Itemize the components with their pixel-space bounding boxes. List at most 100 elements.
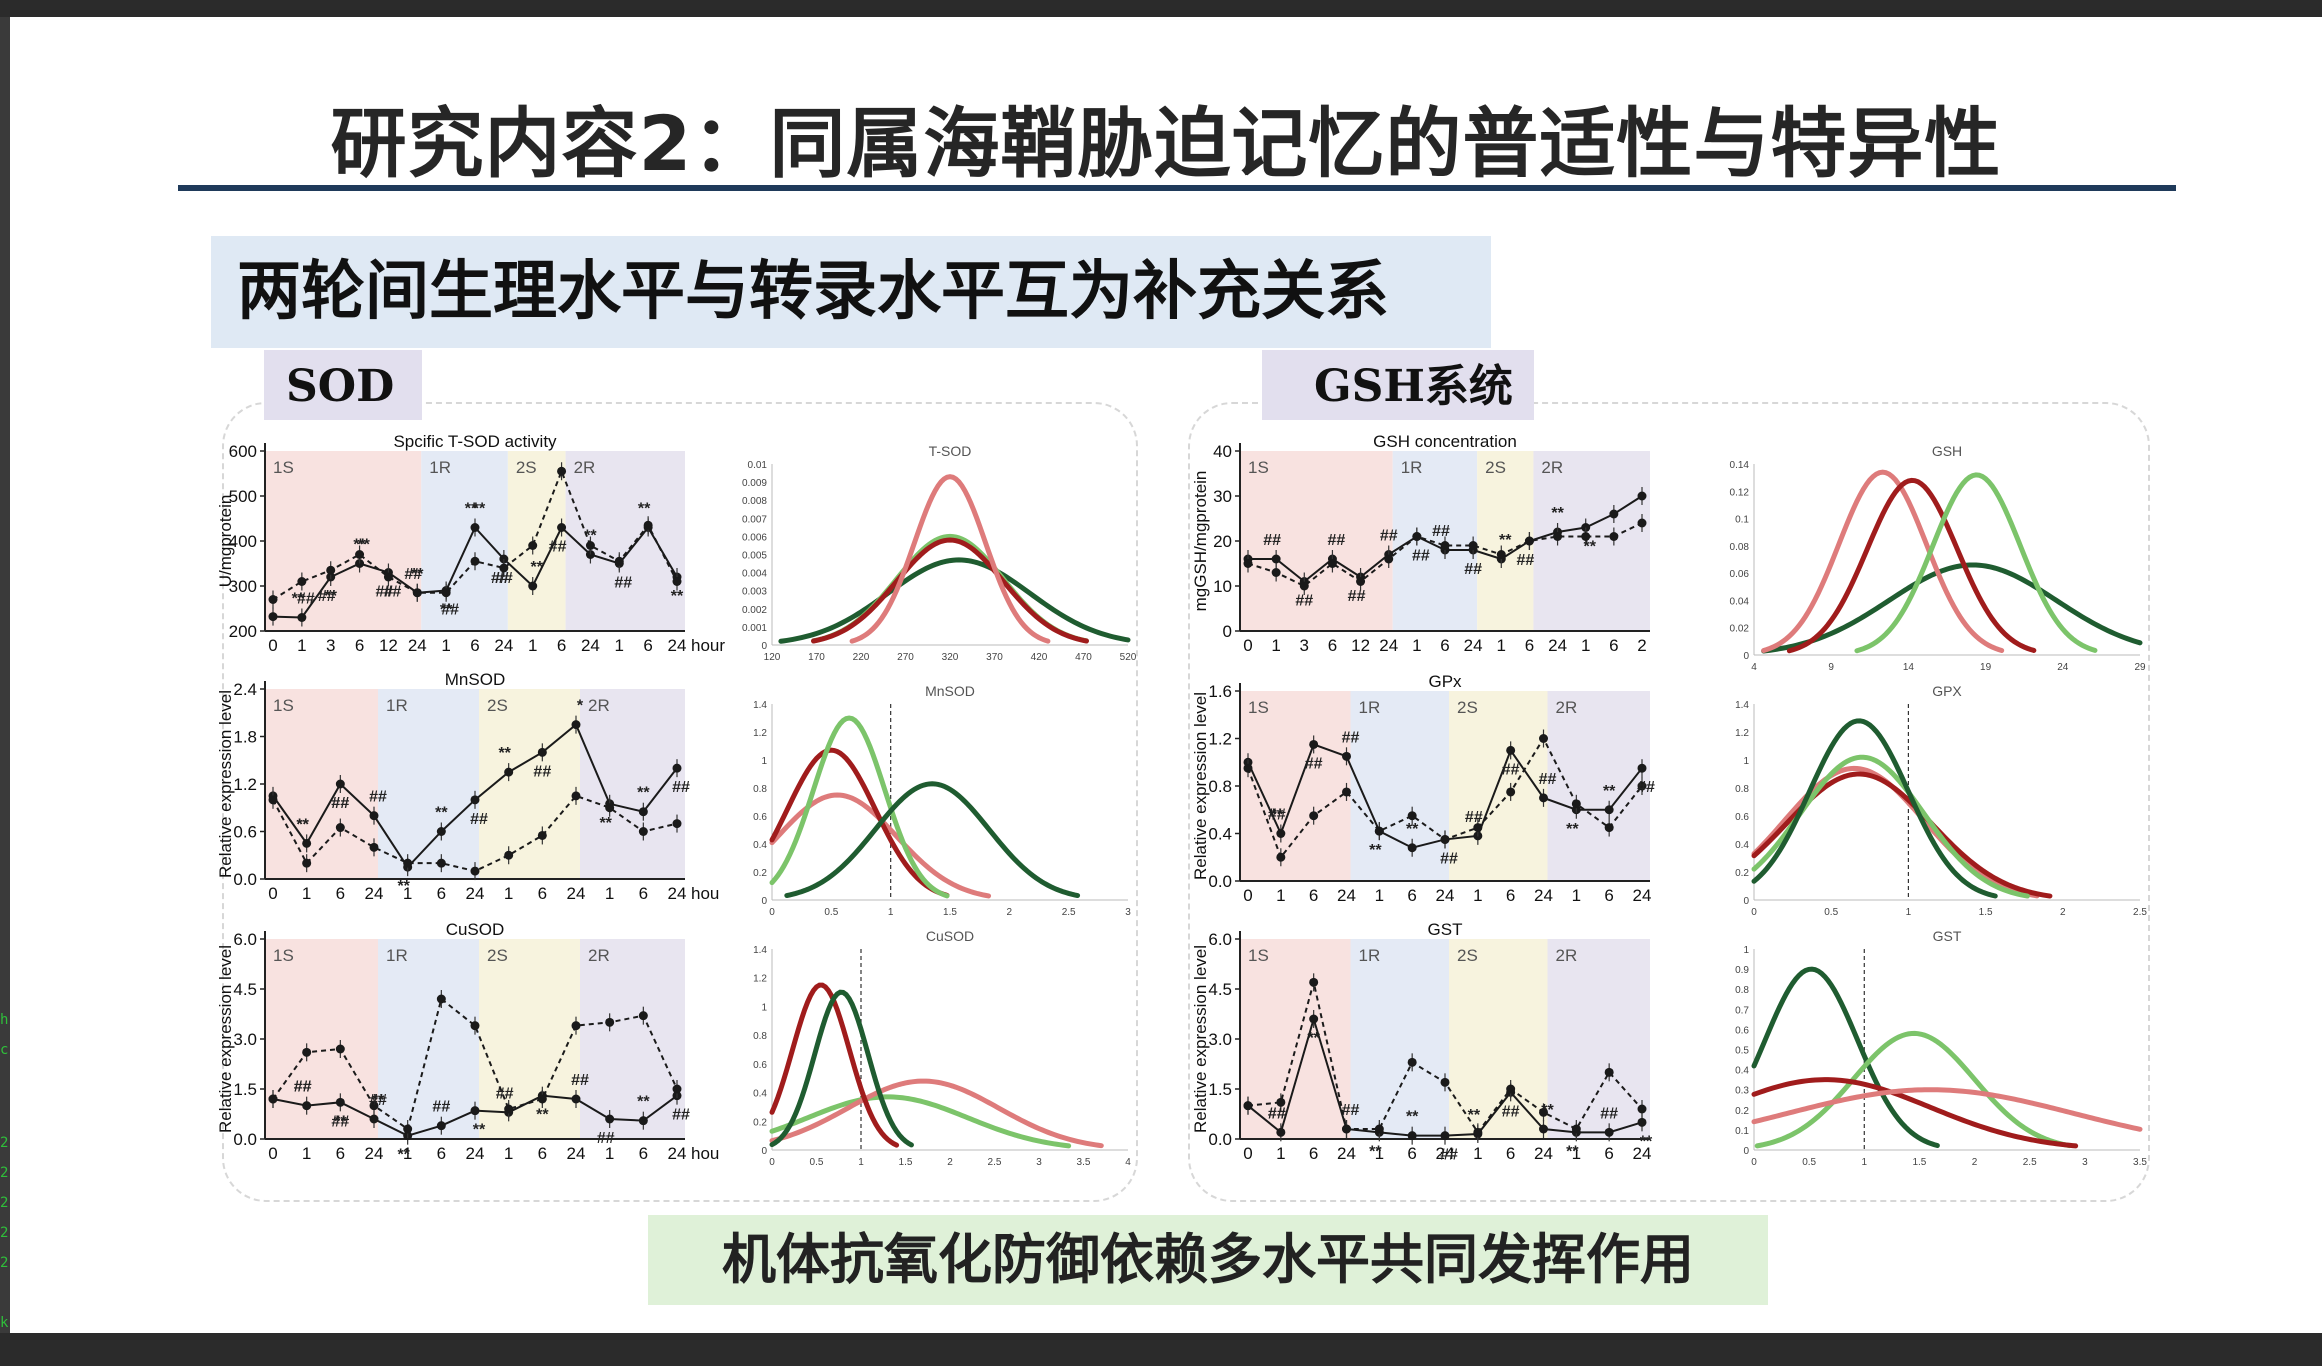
gsh-section-tag: GSH系统 bbox=[1262, 350, 1534, 420]
x-tick-label: 0 bbox=[1751, 1157, 1757, 1168]
y-axis-label: mgGSH/mgprotein bbox=[1191, 471, 1210, 612]
x-tick-label: 24 bbox=[466, 1144, 485, 1163]
data-point bbox=[1441, 541, 1450, 550]
y-tick-label: 0.6 bbox=[1735, 1025, 1749, 1036]
significance-mark: ** bbox=[435, 805, 448, 822]
stage-label: 2R bbox=[1541, 458, 1563, 477]
significance-mark: ** bbox=[1406, 821, 1419, 838]
data-point bbox=[1539, 1125, 1548, 1134]
y-tick-label: 0.007 bbox=[742, 514, 767, 525]
significance-mark: ** bbox=[1583, 539, 1596, 556]
x-tick-label: 170 bbox=[808, 652, 825, 663]
y-tick-label: 0.4 bbox=[1735, 840, 1749, 851]
significance-mark: ## bbox=[404, 566, 422, 583]
data-point bbox=[504, 851, 513, 860]
x-tick-label: 1 bbox=[888, 907, 894, 918]
significance-mark: ** bbox=[473, 1122, 486, 1139]
significance-mark: ** bbox=[671, 588, 684, 605]
data-point bbox=[1272, 568, 1281, 577]
y-axis-label: Relative expression level bbox=[216, 690, 235, 878]
x-tick-label: 2.5 bbox=[2023, 1157, 2037, 1168]
x-tick-label: 0 bbox=[1243, 1144, 1252, 1163]
x-tick-label: 6 bbox=[639, 1144, 648, 1163]
y-tick-label: 0.6 bbox=[233, 823, 257, 842]
data-point bbox=[605, 1018, 614, 1027]
y-tick-label: 0.12 bbox=[1730, 487, 1750, 498]
x-tick-label: 320 bbox=[942, 652, 959, 663]
significance-mark: ** bbox=[637, 1094, 650, 1111]
stage-label: 2S bbox=[487, 696, 508, 715]
x-tick-label: 6 bbox=[643, 636, 652, 655]
y-tick-label: 0.2 bbox=[753, 868, 767, 879]
significance-mark: ## bbox=[1263, 532, 1281, 549]
stage-band bbox=[421, 451, 508, 631]
significance-mark: ** bbox=[584, 528, 597, 545]
data-point bbox=[1384, 555, 1393, 564]
data-point bbox=[297, 577, 306, 586]
x-tick-label: 520 bbox=[1120, 652, 1137, 663]
data-point bbox=[1309, 811, 1318, 820]
y-tick-label: 1 bbox=[761, 756, 767, 767]
significance-mark: ## bbox=[1539, 771, 1557, 788]
data-point bbox=[572, 791, 581, 800]
x-unit-label: hour bbox=[691, 636, 725, 655]
y-tick-label: 40 bbox=[1213, 442, 1232, 461]
y-tick-label: 0.6 bbox=[753, 812, 767, 823]
gsh-concentration-chart: 1S 1R 2S 2R4030201000 1 3 6 12 24 1 6 24 1 6 24 1 6 2GSH … bbox=[1190, 429, 1710, 669]
data-point bbox=[302, 1101, 311, 1110]
stage-label: 2R bbox=[588, 696, 610, 715]
x-tick-label: 1 bbox=[302, 884, 311, 903]
x-tick-label: 0.5 bbox=[1802, 1157, 1816, 1168]
stage-label: 2S bbox=[1457, 946, 1478, 965]
data-point bbox=[336, 1098, 345, 1107]
y-tick-label: 0.2 bbox=[1735, 1106, 1749, 1117]
data-point bbox=[639, 827, 648, 836]
x-tick-label: 6 bbox=[336, 1144, 345, 1163]
data-point bbox=[538, 831, 547, 840]
x-tick-label: 1 bbox=[504, 1144, 513, 1163]
data-point bbox=[1276, 853, 1285, 862]
y-tick-label: 0.8 bbox=[753, 1031, 767, 1042]
x-tick-label: 2 bbox=[1972, 1157, 1978, 1168]
significance-mark: ## bbox=[1502, 761, 1520, 778]
density-curve-light-green bbox=[772, 718, 947, 896]
stage-label: 1R bbox=[1401, 458, 1423, 477]
slide-title: 研究内容2：同属海鞘胁迫记忆的普适性与特异性 bbox=[10, 82, 2322, 192]
significance-mark: ** bbox=[1468, 1107, 1481, 1124]
strip-char: 2 bbox=[0, 1135, 10, 1151]
stage-label: 2S bbox=[1457, 698, 1478, 717]
y-axis-label: Relative expression level bbox=[216, 945, 235, 1133]
data-point bbox=[1244, 1101, 1253, 1110]
significance-mark: ## bbox=[1465, 809, 1483, 826]
stage-label: 2S bbox=[1485, 458, 1506, 477]
data-point bbox=[302, 1048, 311, 1057]
data-point bbox=[413, 588, 422, 597]
y-tick-label: 1.4 bbox=[753, 945, 767, 956]
significance-mark: ## bbox=[1412, 548, 1430, 565]
chart-title: GST bbox=[1428, 920, 1463, 939]
y-tick-label: 1.2 bbox=[753, 728, 767, 739]
y-tick-label: 3.0 bbox=[1208, 1030, 1232, 1049]
data-point bbox=[370, 1115, 379, 1124]
chart-title: CuSOD bbox=[926, 928, 974, 944]
x-tick-label: 1 bbox=[1862, 1157, 1868, 1168]
x-tick-label: 1.5 bbox=[1979, 907, 1993, 918]
data-point bbox=[471, 1021, 480, 1030]
x-tick-label: 1.5 bbox=[899, 1157, 913, 1168]
data-point bbox=[639, 1011, 648, 1020]
data-point bbox=[1506, 1085, 1515, 1094]
x-tick-label: 1 bbox=[302, 1144, 311, 1163]
y-tick-label: 0.8 bbox=[1208, 777, 1232, 796]
data-point bbox=[1408, 1058, 1417, 1067]
x-tick-label: 1 bbox=[858, 1157, 864, 1168]
x-tick-label: 6 bbox=[1506, 886, 1515, 905]
significance-mark: ## bbox=[1268, 1105, 1286, 1122]
x-tick-label: 24 bbox=[567, 884, 586, 903]
stage-band bbox=[580, 939, 685, 1139]
x-tick-label: 270 bbox=[897, 652, 914, 663]
y-tick-label: 0 bbox=[761, 1146, 767, 1157]
x-tick-label: 14 bbox=[1903, 662, 1915, 673]
y-tick-label: 0.01 bbox=[748, 460, 768, 471]
data-point bbox=[557, 523, 566, 532]
